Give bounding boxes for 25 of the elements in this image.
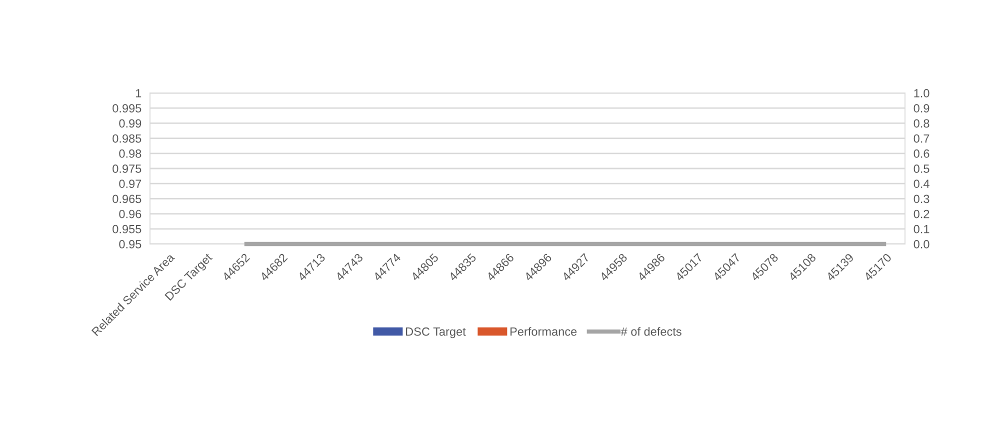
y2-tick-label: 0.2 xyxy=(914,210,930,218)
y2-tick-label: 0.3 xyxy=(914,194,930,204)
y2-tick-label: 0.5 xyxy=(914,164,930,173)
y-tick-label: 0.955 xyxy=(112,224,142,234)
y-tick-label: 0.99 xyxy=(119,119,142,128)
y2-tick-label: 0.9 xyxy=(914,104,930,112)
y-tick-label: 1 xyxy=(136,89,142,98)
y2-tick-label: 0.0 xyxy=(914,240,930,248)
y2-tick-label: 0.7 xyxy=(914,134,930,143)
y2-tick-label: 0.1 xyxy=(914,224,930,234)
y2-tick-label: 0.8 xyxy=(914,119,930,128)
y-tick-label: 0.985 xyxy=(112,134,142,143)
y-tick-label: 0.995 xyxy=(112,104,142,112)
y-tick-label: 0.95 xyxy=(119,240,142,248)
y-tick-label: 0.98 xyxy=(119,149,142,158)
y2-tick-label: 0.4 xyxy=(914,180,930,188)
y-tick-label: 0.97 xyxy=(119,180,142,188)
y-tick-label: 0.965 xyxy=(112,194,142,204)
legend-label: DSC Target xyxy=(406,327,466,338)
y-tick-label: 0.96 xyxy=(119,210,142,218)
legend-label: # of defects xyxy=(620,327,682,336)
y2-tick-label: 1.0 xyxy=(914,89,930,98)
y2-tick-label: 0.6 xyxy=(914,149,930,158)
y-tick-label: 0.975 xyxy=(112,164,142,173)
legend-label: Performance xyxy=(510,327,577,336)
